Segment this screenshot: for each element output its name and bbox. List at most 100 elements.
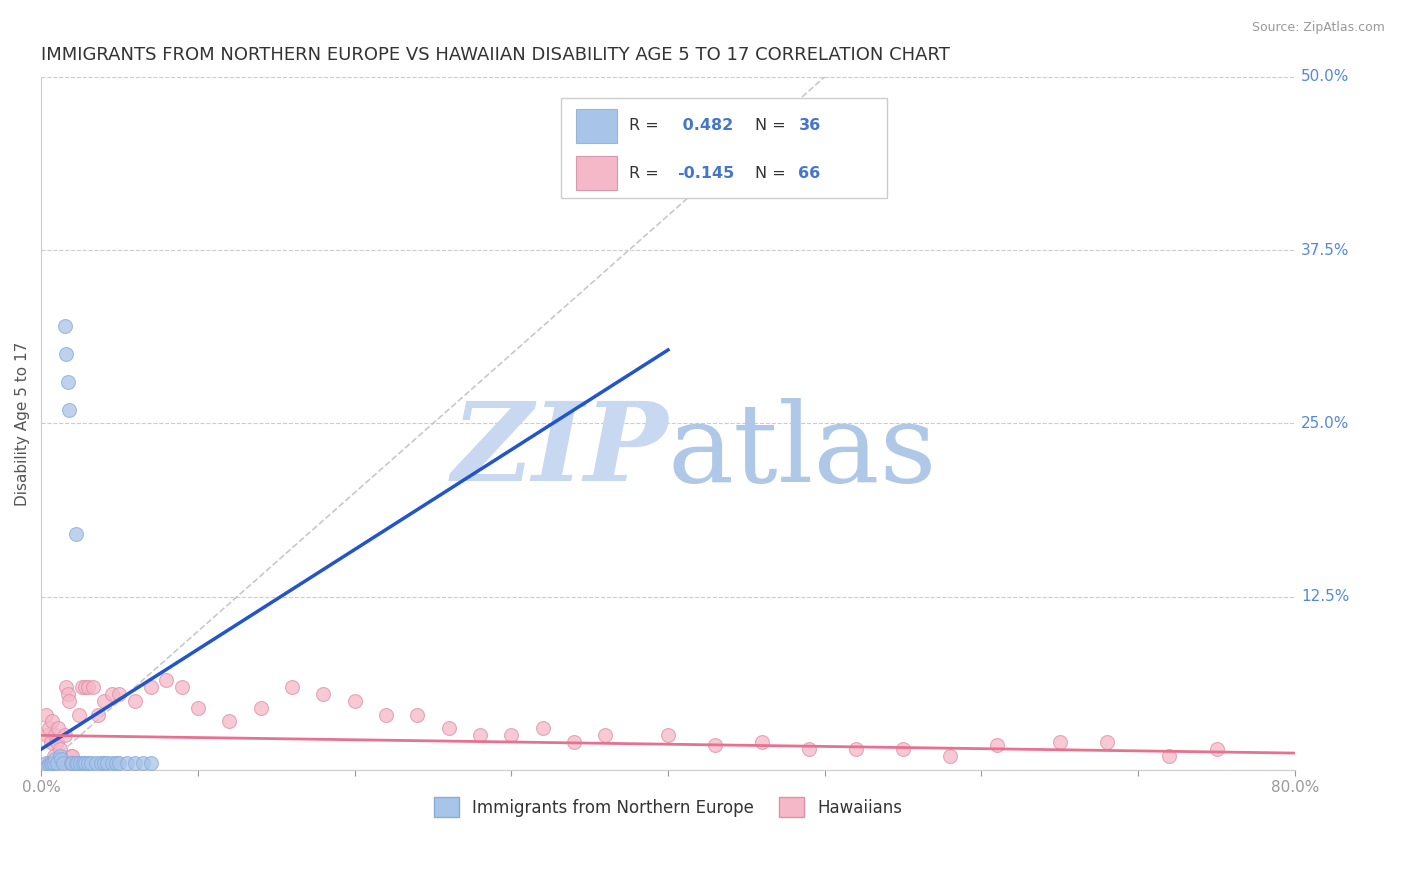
- Point: [45, 735, 67, 749]
- Text: N =: N =: [755, 119, 790, 133]
- Point: [1095, 735, 1118, 749]
- Point: [35, 707, 58, 722]
- Point: [172, 680, 194, 694]
- Point: [49, 742, 72, 756]
- Point: [406, 707, 429, 722]
- Point: [66, 756, 89, 770]
- Point: [100, 687, 122, 701]
- Point: [281, 680, 304, 694]
- Point: [70, 680, 93, 694]
- Point: [58, 402, 80, 417]
- Point: [105, 756, 128, 770]
- FancyBboxPatch shape: [561, 98, 887, 198]
- Point: [1049, 735, 1071, 749]
- Point: [55, 680, 77, 694]
- FancyBboxPatch shape: [576, 109, 617, 143]
- Point: [249, 700, 271, 714]
- Point: [67, 707, 90, 722]
- Point: [93, 777, 115, 791]
- FancyBboxPatch shape: [576, 156, 617, 190]
- Point: [42, 756, 65, 770]
- Point: [132, 756, 155, 770]
- Point: [65, 756, 87, 770]
- Point: [62, 756, 84, 770]
- Point: [562, 735, 585, 749]
- Point: [343, 694, 366, 708]
- Point: [108, 687, 131, 701]
- Point: [37, 759, 59, 773]
- Point: [1205, 742, 1227, 756]
- Point: [49, 756, 72, 770]
- Text: IMMIGRANTS FROM NORTHERN EUROPE VS HAWAIIAN DISABILITY AGE 5 TO 17 CORRELATION C: IMMIGRANTS FROM NORTHERN EUROPE VS HAWAI…: [41, 46, 950, 64]
- Point: [93, 694, 115, 708]
- Point: [38, 722, 60, 736]
- Point: [52, 756, 75, 770]
- Point: [49, 749, 72, 764]
- Text: -0.145: -0.145: [676, 166, 734, 180]
- Point: [751, 735, 773, 749]
- Point: [41, 714, 63, 729]
- Point: [100, 756, 122, 770]
- Point: [58, 694, 80, 708]
- Point: [51, 752, 73, 766]
- Text: ZIP: ZIP: [451, 398, 668, 505]
- Point: [37, 728, 59, 742]
- Point: [39, 735, 62, 749]
- Point: [84, 756, 107, 770]
- Text: 36: 36: [799, 119, 821, 133]
- Point: [374, 707, 396, 722]
- Point: [657, 728, 679, 742]
- Point: [38, 757, 60, 772]
- Point: [56, 375, 79, 389]
- Point: [501, 728, 523, 742]
- Point: [39, 757, 62, 772]
- Point: [84, 774, 107, 789]
- Point: [62, 749, 84, 764]
- Point: [51, 756, 73, 770]
- Point: [124, 756, 146, 770]
- Point: [59, 756, 82, 770]
- Point: [65, 527, 87, 541]
- Point: [437, 722, 460, 736]
- Point: [117, 756, 139, 770]
- Point: [96, 756, 118, 770]
- Point: [45, 756, 67, 770]
- Point: [44, 752, 66, 766]
- Point: [69, 777, 91, 791]
- Point: [48, 722, 70, 736]
- Point: [35, 756, 58, 770]
- Point: [53, 728, 76, 742]
- Point: [218, 714, 240, 729]
- Text: 12.5%: 12.5%: [1301, 590, 1350, 604]
- Point: [56, 687, 79, 701]
- Point: [939, 749, 962, 764]
- Point: [77, 770, 100, 784]
- Text: 0.482: 0.482: [676, 119, 733, 133]
- Point: [82, 680, 104, 694]
- Point: [44, 728, 66, 742]
- Text: N =: N =: [755, 166, 790, 180]
- Text: 37.5%: 37.5%: [1301, 243, 1350, 258]
- Point: [312, 687, 335, 701]
- Point: [42, 749, 65, 764]
- Point: [595, 728, 617, 742]
- Y-axis label: Disability Age 5 to 17: Disability Age 5 to 17: [15, 342, 30, 506]
- Point: [124, 694, 146, 708]
- Point: [73, 756, 96, 770]
- Point: [986, 738, 1008, 752]
- Point: [80, 756, 103, 770]
- Text: 66: 66: [799, 166, 821, 180]
- Point: [53, 319, 76, 334]
- Text: 50.0%: 50.0%: [1301, 70, 1350, 85]
- Point: [93, 756, 115, 770]
- Point: [1159, 749, 1181, 764]
- Text: Source: ZipAtlas.com: Source: ZipAtlas.com: [1251, 21, 1385, 34]
- Point: [59, 749, 82, 764]
- Point: [77, 680, 100, 694]
- Point: [38, 756, 60, 770]
- Point: [77, 756, 100, 770]
- Point: [86, 707, 108, 722]
- Point: [108, 756, 131, 770]
- Point: [41, 756, 63, 770]
- Point: [704, 738, 727, 752]
